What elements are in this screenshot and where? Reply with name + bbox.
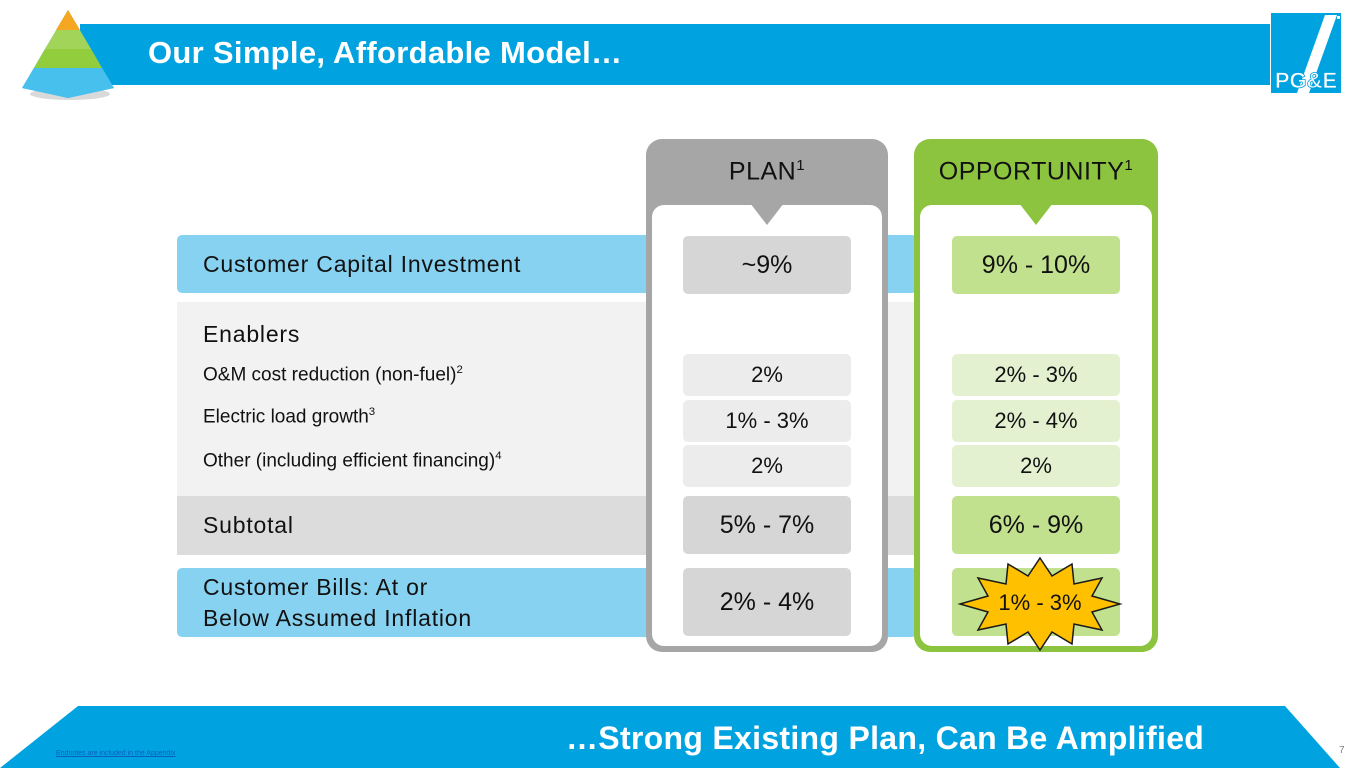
opportunity-load-value: 2% - 4% xyxy=(952,400,1120,442)
plan-column: PLAN1 ~9% 2% 1% - 3% 2% 5% - 7% 2% - 4% xyxy=(646,139,888,652)
plan-bills-value: 2% - 4% xyxy=(683,568,851,636)
logo-text: PG&E xyxy=(1275,68,1337,93)
enablers-label: Enablers xyxy=(203,321,301,347)
endnotes-link[interactable]: Endnotes are included in the Appendix xyxy=(56,750,176,757)
plan-other-value: 2% xyxy=(683,445,851,487)
plan-notch xyxy=(750,203,784,225)
page-title: Our Simple, Affordable Model… xyxy=(148,35,623,70)
opportunity-om-value: 2% - 3% xyxy=(952,354,1120,396)
plan-capital-value: ~9% xyxy=(683,236,851,294)
pyramid-icon xyxy=(22,10,114,100)
subtotal-label: Subtotal xyxy=(203,512,294,538)
load-label: Electric load growth3 xyxy=(203,406,376,428)
opportunity-notch xyxy=(1019,203,1053,225)
opportunity-subtotal-value: 6% - 9% xyxy=(952,496,1120,554)
opportunity-header: OPPORTUNITY1 xyxy=(938,157,1134,186)
pge-logo: PG&E xyxy=(1271,13,1341,93)
footer-bar xyxy=(0,706,1340,768)
capital-label: Customer Capital Investment xyxy=(203,251,522,277)
starburst-icon xyxy=(957,556,1123,652)
page-number: 7 xyxy=(1339,745,1345,756)
opportunity-bills-value: 1% - 3% xyxy=(998,590,1082,615)
bills-label-line2: Below Assumed Inflation xyxy=(203,605,472,631)
opportunity-other-value: 2% xyxy=(952,445,1120,487)
om-label: O&M cost reduction (non-fuel)2 xyxy=(203,364,463,386)
other-label: Other (including efficient financing)4 xyxy=(203,450,502,472)
opportunity-capital-value: 9% - 10% xyxy=(952,236,1120,294)
plan-subtotal-value: 5% - 7% xyxy=(683,496,851,554)
plan-header: PLAN1 xyxy=(728,157,806,186)
title-bar xyxy=(80,24,1270,85)
bills-label-line1: Customer Bills: At or xyxy=(203,574,429,600)
footer-tagline: …Strong Existing Plan, Can Be Amplified xyxy=(566,720,1205,756)
plan-om-value: 2% xyxy=(683,354,851,396)
plan-load-value: 1% - 3% xyxy=(683,400,851,442)
